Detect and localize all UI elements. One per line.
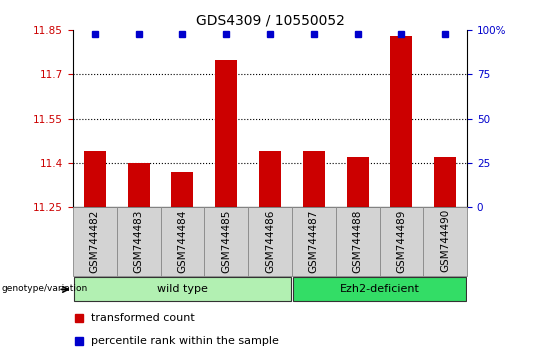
Bar [84, 151, 106, 207]
Text: GSM744482: GSM744482 [90, 209, 100, 273]
Bar [117, 207, 160, 276]
Text: GSM744483: GSM744483 [133, 209, 144, 273]
Bar [259, 151, 281, 207]
Bar [172, 172, 193, 207]
Bar [292, 207, 336, 276]
Text: GSM744484: GSM744484 [178, 209, 187, 273]
Bar [347, 157, 368, 207]
Bar [336, 207, 380, 276]
Bar [303, 151, 325, 207]
Bar [74, 278, 291, 301]
Text: transformed count: transformed count [91, 313, 194, 323]
Text: genotype/variation: genotype/variation [2, 284, 87, 292]
Bar [434, 157, 456, 207]
Bar [127, 163, 150, 207]
Bar [380, 207, 423, 276]
Text: GSM744486: GSM744486 [265, 209, 275, 273]
Bar [160, 207, 204, 276]
Bar [215, 59, 237, 207]
Text: Ezh2-deficient: Ezh2-deficient [340, 284, 420, 295]
Title: GDS4309 / 10550052: GDS4309 / 10550052 [195, 13, 345, 28]
Bar [73, 207, 117, 276]
Text: wild type: wild type [157, 284, 208, 295]
Text: percentile rank within the sample: percentile rank within the sample [91, 336, 279, 346]
Bar [293, 278, 466, 301]
Text: GSM744487: GSM744487 [309, 209, 319, 273]
Bar [390, 36, 413, 207]
Bar [248, 207, 292, 276]
Text: GSM744485: GSM744485 [221, 209, 231, 273]
Bar [204, 207, 248, 276]
Text: GSM744489: GSM744489 [396, 209, 407, 273]
Text: GSM744488: GSM744488 [353, 209, 362, 273]
Text: GSM744490: GSM744490 [440, 209, 450, 273]
Bar [423, 207, 467, 276]
